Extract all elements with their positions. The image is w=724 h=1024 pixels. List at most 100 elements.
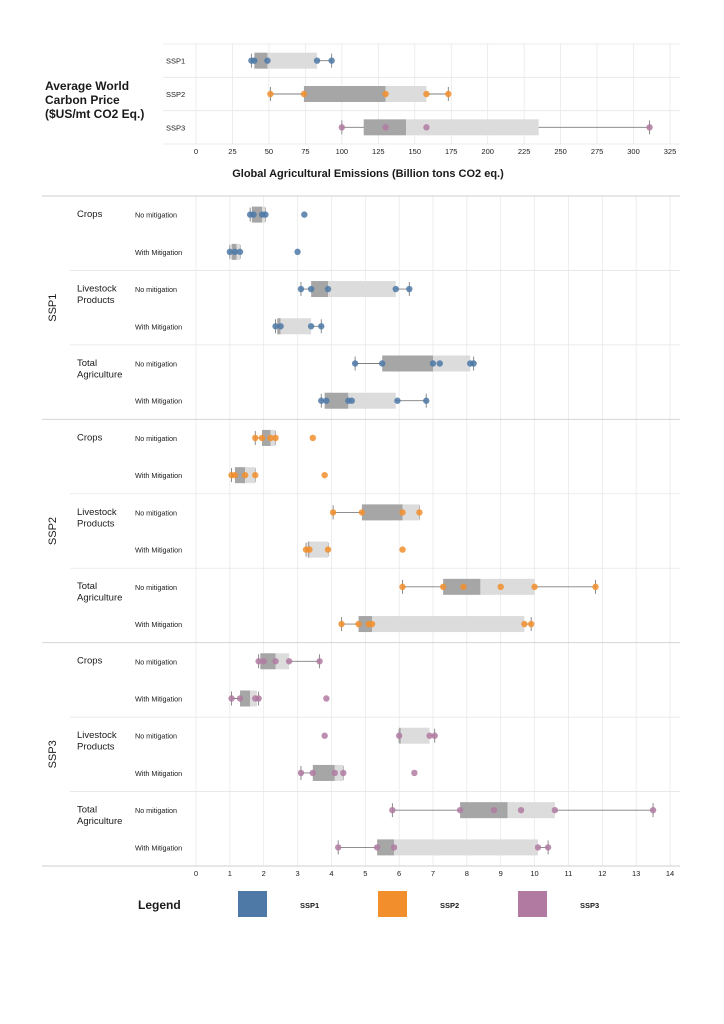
emissions-ssp1-1-1-box-upper [280, 318, 312, 335]
emissions-group-label-ssp3: SSP3 [47, 740, 59, 768]
emissions-ssp2-0-0-box-lower [262, 429, 271, 446]
emissions-ssp1-1-0-point-3 [392, 285, 399, 293]
carbon-price-tick-12: 300 [627, 147, 640, 156]
emissions-ssp2-1-0-box-lower [361, 504, 403, 521]
emissions-ssp2-0-1-point-2 [241, 471, 249, 479]
emissions-ssp3-1-1-point-0 [297, 769, 305, 777]
emissions-row-label-ssp2-2-1: With Mitigation [135, 620, 182, 629]
emissions-ssp3-1-1-point-2 [331, 769, 339, 777]
emissions-ssp3-1-1-point-4 [411, 769, 418, 777]
emissions-ssp2-2-1-point-4 [521, 620, 528, 628]
emissions-ssp1-1-0-box-lower [311, 281, 329, 298]
emissions-ssp1-2-1-point-1 [323, 397, 330, 404]
emissions-ssp2-0-1-box-upper [245, 467, 256, 484]
emissions-ssp3-0-1-box-lower [240, 690, 251, 707]
emissions-row-label-ssp2-1-1: With Mitigation [135, 546, 182, 555]
emissions-ssp2-0-0-point-1 [258, 434, 266, 442]
emissions-tick-0: 0 [194, 869, 198, 878]
emissions-row-label-ssp1-2-1: With Mitigation [135, 397, 182, 406]
emissions-category-label-ssp2-2-line-1: Agriculture [77, 593, 122, 604]
emissions-tick-7: 7 [431, 869, 435, 878]
emissions-category-label-ssp3-2-line-1: Agriculture [77, 816, 122, 827]
carbon-price-row-label-0: SSP1 [166, 57, 185, 66]
emissions-ssp1-0-1-point-0 [226, 248, 234, 256]
emissions-group-label-ssp1: SSP1 [47, 294, 59, 322]
carbon-price-ssp1-point-4 [328, 57, 335, 64]
carbon-price-ssp1-point-3 [313, 57, 321, 64]
emissions-ssp3-0-1-point-3 [255, 695, 262, 702]
emissions-ssp3-2-0-box-lower [460, 802, 508, 819]
emissions-ssp2-1-1-point-2 [324, 546, 332, 553]
emissions-category-label-ssp3-1-line-0: Livestock [77, 730, 117, 741]
emissions-ssp2-2-0-point-1 [439, 583, 447, 591]
emissions-title: Global Agricultural Emissions (Billion t… [232, 168, 504, 180]
carbon-price-ssp2-point-0 [267, 90, 274, 98]
emissions-row-label-ssp2-1-0: No mitigation [135, 508, 177, 517]
emissions-tick-6: 6 [397, 869, 401, 878]
carbon-price-tick-1: 25 [228, 147, 236, 156]
legend-swatch-ssp1 [238, 891, 267, 917]
emissions-row-label-ssp1-1-1: With Mitigation [135, 322, 182, 331]
emissions-ssp3-2-0-box-upper [507, 802, 555, 819]
emissions-ssp2-2-1-point-0 [338, 620, 345, 628]
emissions-ssp3-0-0-point-1 [260, 658, 267, 665]
emissions-ssp2-0-1-box-lower [234, 467, 246, 484]
emissions-row-label-ssp1-0-0: No mitigation [135, 211, 177, 220]
emissions-tick-14: 14 [666, 869, 674, 878]
emissions-ssp1-1-1-point-0 [272, 323, 279, 330]
emissions-ssp3-0-1-point-1 [236, 695, 244, 702]
emissions-tick-2: 2 [262, 869, 266, 878]
emissions-ssp1-2-1-point-3 [348, 397, 355, 404]
emissions-group-label-ssp2: SSP2 [47, 517, 59, 545]
legend-title: Legend [138, 898, 181, 912]
emissions-ssp2-0-0-point-0 [252, 434, 259, 442]
emissions-ssp1-2-0-box-upper [433, 355, 471, 372]
emissions-ssp1-1-0-point-1 [307, 285, 315, 293]
emissions-ssp2-0-1-point-3 [252, 471, 259, 479]
emissions-category-label-ssp3-1-line-1: Products [77, 742, 115, 753]
emissions-row-label-ssp3-0-1: With Mitigation [135, 695, 182, 704]
emissions-category-label-ssp1-0-line-0: Crops [77, 209, 103, 220]
emissions-ssp3-1-1-box-lower [312, 764, 335, 781]
emissions-ssp3-0-0-point-0 [255, 658, 262, 665]
emissions-category-label-ssp1-2-line-1: Agriculture [77, 369, 122, 380]
emissions-ssp2-2-1-point-5 [527, 620, 535, 628]
carbon-price-ssp2-box-lower [303, 86, 386, 102]
emissions-ssp1-2-0-point-0 [351, 360, 359, 367]
carbon-price-ssp2-point-2 [382, 90, 389, 98]
emissions-ssp1-2-0-point-5 [470, 360, 477, 367]
emissions-ssp2-0-1-point-1 [231, 471, 239, 479]
carbon-price-tick-11: 275 [591, 147, 604, 156]
emissions-ssp1-1-1-point-2 [307, 323, 315, 330]
carbon-price-tick-3: 75 [301, 147, 309, 156]
carbon-price-tick-2: 50 [265, 147, 273, 156]
emissions-row-label-ssp1-1-0: No mitigation [135, 285, 177, 294]
emissions-tick-3: 3 [295, 869, 299, 878]
emissions-ssp2-2-0-point-2 [460, 583, 467, 591]
emissions-ssp3-2-1-box-upper [394, 839, 538, 856]
carbon-price-ylabel-line-1: Carbon Price [45, 93, 120, 107]
emissions-ssp3-0-0-point-2 [272, 658, 279, 665]
emissions-ssp3-2-0-point-2 [490, 806, 498, 814]
legend-label-ssp3: SSP3 [580, 901, 599, 910]
emissions-row-label-ssp2-2-0: No mitigation [135, 583, 177, 592]
emissions-ssp3-2-1-point-0 [335, 844, 342, 851]
emissions-row-label-ssp2-0-1: With Mitigation [135, 471, 182, 480]
carbon-price-ylabel-line-2: ($US/mt CO2 Eq.) [45, 107, 144, 121]
carbon-price-ssp3-point-3 [646, 124, 653, 131]
emissions-ssp2-1-0-box-upper [402, 504, 420, 521]
emissions-tick-11: 11 [565, 869, 573, 878]
emissions-ssp1-2-1-box-lower [324, 392, 349, 409]
emissions-ssp3-0-1-point-0 [228, 695, 235, 702]
carbon-price-ssp3-point-2 [423, 124, 430, 131]
emissions-ssp2-1-1-point-3 [399, 546, 406, 553]
emissions-row-label-ssp3-1-0: No mitigation [135, 732, 177, 741]
carbon-price-tick-7: 175 [445, 147, 458, 156]
carbon-price-ssp2-box-upper [385, 86, 427, 102]
emissions-tick-1: 1 [228, 869, 232, 878]
emissions-ssp3-2-0-point-4 [551, 806, 559, 814]
emissions-ssp1-0-0-point-4 [301, 211, 308, 218]
emissions-ssp3-2-1-box-lower [377, 839, 395, 856]
carbon-price-ssp1-box-lower [254, 52, 268, 69]
